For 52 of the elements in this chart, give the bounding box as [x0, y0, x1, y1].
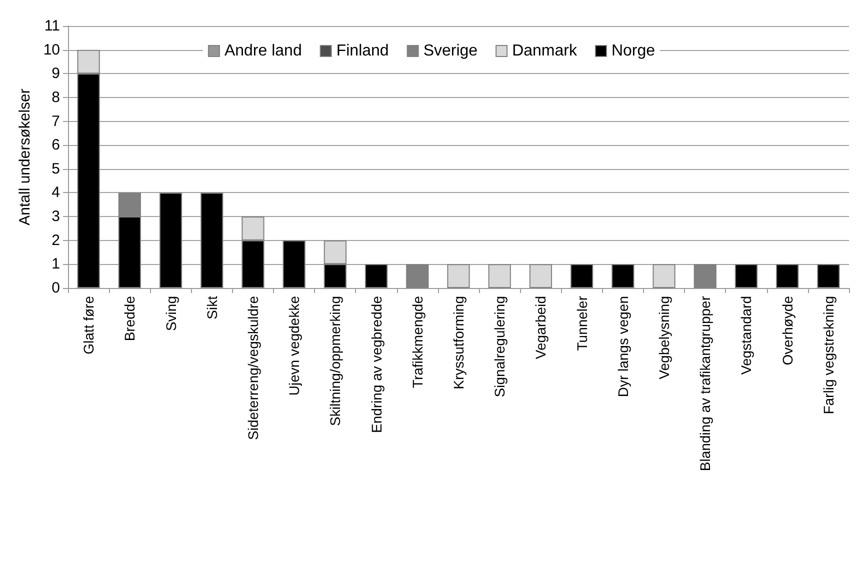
x-tick-label: Trafikkmengde [409, 296, 426, 388]
y-tick-label: 7 [52, 112, 60, 130]
x-tick-label: Vegarbeid [532, 296, 549, 360]
x-tick-label: Farlig vegstrekning [820, 296, 836, 414]
x-tick-label: Glatt føre [80, 296, 97, 354]
y-tick-label: 9 [52, 65, 60, 82]
x-tick-label: Dyr langs vegen [614, 296, 631, 398]
y-tick-label: 6 [52, 136, 60, 154]
bar [817, 264, 840, 288]
x-tick-label: Kryssutforming [450, 296, 466, 390]
x-tick-label: Signalregulering [492, 296, 508, 398]
y-tick-label: 1 [52, 256, 60, 273]
x-tick-label: Vegbelysning [656, 296, 672, 380]
x-tick-label: Skiltning/oppmerking [327, 296, 344, 426]
bar [282, 240, 306, 288]
legend-label: Andre land [224, 42, 302, 60]
x-tick-label: Bredde [122, 296, 138, 342]
bar [612, 264, 634, 288]
bar [529, 264, 552, 288]
y-tick-label: 10 [43, 41, 60, 58]
y-tick-label: 4 [52, 184, 60, 202]
bar [447, 264, 470, 288]
x-tick-label: Vegstandard [738, 296, 754, 375]
bar [364, 264, 388, 288]
legend-label: Danmark [512, 42, 578, 60]
bar [776, 264, 799, 288]
y-tick-label: 8 [52, 88, 60, 106]
y-tick-label: 5 [52, 160, 60, 178]
bar [159, 192, 182, 288]
y-tick-label: 0 [52, 280, 60, 296]
x-tick-label: Ujevn vegdekke [286, 296, 302, 396]
bar [406, 264, 429, 288]
bar [652, 264, 676, 288]
x-tick-label: Sideterreng/vegskuldre [244, 296, 261, 440]
bar [200, 192, 224, 288]
x-tick-label: Overhøyde [779, 296, 796, 366]
bar [488, 264, 511, 288]
x-tick-label: Blanding av trafikantgrupper [697, 296, 714, 472]
x-tick-label: Endring av vegbredde [368, 296, 384, 433]
y-tick-label: 3 [52, 208, 60, 226]
x-tick-label: Sving [162, 296, 179, 332]
y-tick-label: 2 [52, 232, 60, 249]
bar [694, 264, 716, 288]
legend-label: Finland [336, 42, 389, 60]
x-tick-label: Sikt [204, 296, 220, 320]
legend-label: Sverige [423, 42, 478, 60]
x-tick-label: Tunneler [574, 296, 590, 351]
legend-label: Norge [611, 42, 656, 60]
bar [570, 264, 594, 288]
bar [734, 264, 758, 288]
y-axis-title: Antall undersøkelser [16, 88, 34, 226]
y-tick-label: 11 [44, 18, 60, 34]
